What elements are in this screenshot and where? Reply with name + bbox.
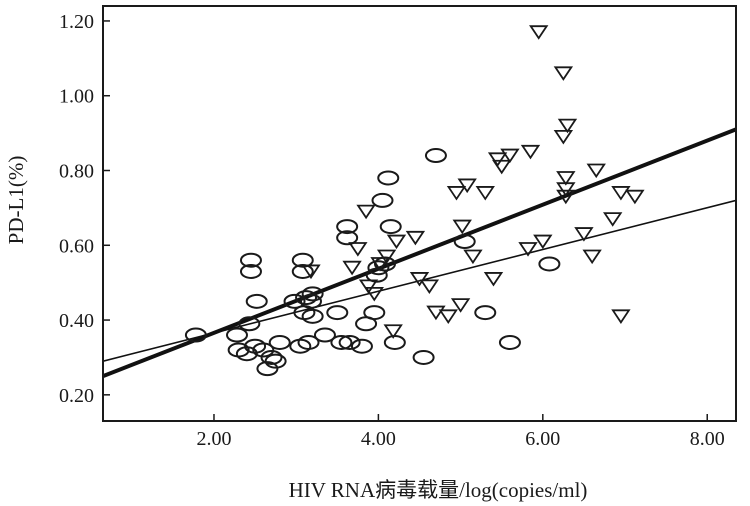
triangle-point — [553, 66, 574, 81]
triangle-point — [450, 298, 471, 313]
circle-point — [424, 148, 447, 164]
triangle-point — [358, 279, 379, 295]
circle-point — [367, 260, 390, 276]
triangle-point — [487, 152, 508, 167]
circle-point — [326, 305, 349, 321]
triangle-point — [348, 242, 368, 257]
circle-point — [235, 346, 258, 362]
circle-point — [330, 334, 353, 350]
triangle-point — [556, 182, 576, 197]
circle-point — [412, 349, 435, 365]
circle-point — [184, 327, 207, 343]
triangle-point — [556, 189, 576, 205]
circle-point — [313, 327, 336, 343]
circle-point — [363, 305, 386, 321]
triangle-point — [492, 159, 512, 175]
circle-point — [377, 170, 400, 186]
circle-point — [474, 305, 497, 321]
circle-point — [295, 290, 318, 306]
circle-point — [453, 234, 476, 250]
circle-point — [239, 263, 262, 279]
circle-point — [338, 334, 361, 350]
x-axis-label: HIV RNA病毒载量/log(copies/ml) — [289, 478, 588, 502]
circle-point — [301, 286, 324, 302]
triangle-point — [529, 25, 549, 40]
circle-point — [256, 361, 279, 377]
plot-content — [103, 25, 736, 378]
circle-point — [239, 252, 262, 268]
circle-point — [238, 316, 261, 332]
triangle-point — [409, 272, 430, 287]
triangle-point — [475, 186, 495, 201]
circle-point — [245, 293, 268, 309]
triangle-point — [611, 186, 631, 201]
circle-point — [225, 327, 248, 343]
triangle-point — [364, 286, 384, 302]
triangle-point — [376, 249, 397, 265]
y-tick-label: 0.40 — [59, 310, 94, 332]
triangle-point — [533, 234, 553, 250]
circle-point — [371, 192, 394, 208]
triangle-point — [603, 212, 623, 227]
circle-point — [283, 293, 306, 309]
triangle-point — [574, 227, 594, 242]
axes: 2.00 4.00 6.00 8.00 0.20 0.40 0.60 0.80 1.00 1.20 — [59, 11, 725, 450]
circle-point — [264, 353, 287, 369]
triangle-point — [386, 234, 407, 250]
circle-point — [379, 219, 402, 235]
triangle-point — [463, 249, 483, 265]
triangle-point — [438, 309, 458, 324]
triangle-point — [500, 148, 520, 164]
triangle-point — [520, 144, 541, 160]
triangle-point — [383, 324, 403, 339]
x-tick-label: 2.00 — [196, 428, 231, 450]
triangle-point — [483, 272, 504, 287]
triangle-point — [301, 264, 321, 280]
plot-frame — [102, 5, 737, 422]
triangle-point — [625, 189, 645, 205]
circle-point — [350, 338, 373, 354]
y-tick-label: 1.00 — [59, 86, 94, 108]
y-tick-label: 0.20 — [59, 385, 94, 407]
circle-point — [498, 334, 521, 350]
circle-point — [268, 334, 291, 350]
y-tick-label: 0.60 — [59, 235, 94, 257]
circle-point — [260, 349, 283, 365]
triangle-point — [556, 171, 576, 186]
triangle-point — [582, 249, 602, 265]
y-tick-label: 0.80 — [59, 161, 94, 183]
triangle-point — [518, 242, 538, 257]
triangle-point — [356, 204, 376, 220]
triangle-point — [553, 129, 574, 145]
x-tick-label: 6.00 — [525, 428, 560, 450]
triangle-point — [419, 279, 440, 295]
circle-point — [383, 334, 406, 350]
triangle-point — [457, 178, 477, 194]
triangle-point — [405, 230, 426, 246]
triangle-point — [426, 305, 446, 321]
fit-line-thick — [103, 127, 736, 378]
circle-point — [538, 256, 561, 272]
x-tick-label: 4.00 — [361, 428, 396, 450]
y-axis-label: PD-L1(%) — [4, 156, 28, 245]
triangle-point — [611, 309, 631, 324]
triangle-point — [452, 219, 472, 235]
triangle-point — [446, 186, 467, 201]
circle-point — [299, 293, 322, 309]
triangle-point — [370, 257, 390, 272]
circle-point — [297, 334, 320, 350]
x-tick-label: 8.00 — [690, 428, 725, 450]
fit-line-thin — [103, 199, 736, 362]
y-tick-label: 1.20 — [59, 11, 94, 33]
triangle-point — [586, 163, 606, 179]
circle-point — [301, 308, 324, 324]
circle-point — [336, 230, 359, 246]
circle-point — [336, 219, 359, 235]
triangle-point — [557, 118, 578, 134]
circle-point — [252, 342, 275, 358]
triangle-point — [342, 260, 362, 276]
